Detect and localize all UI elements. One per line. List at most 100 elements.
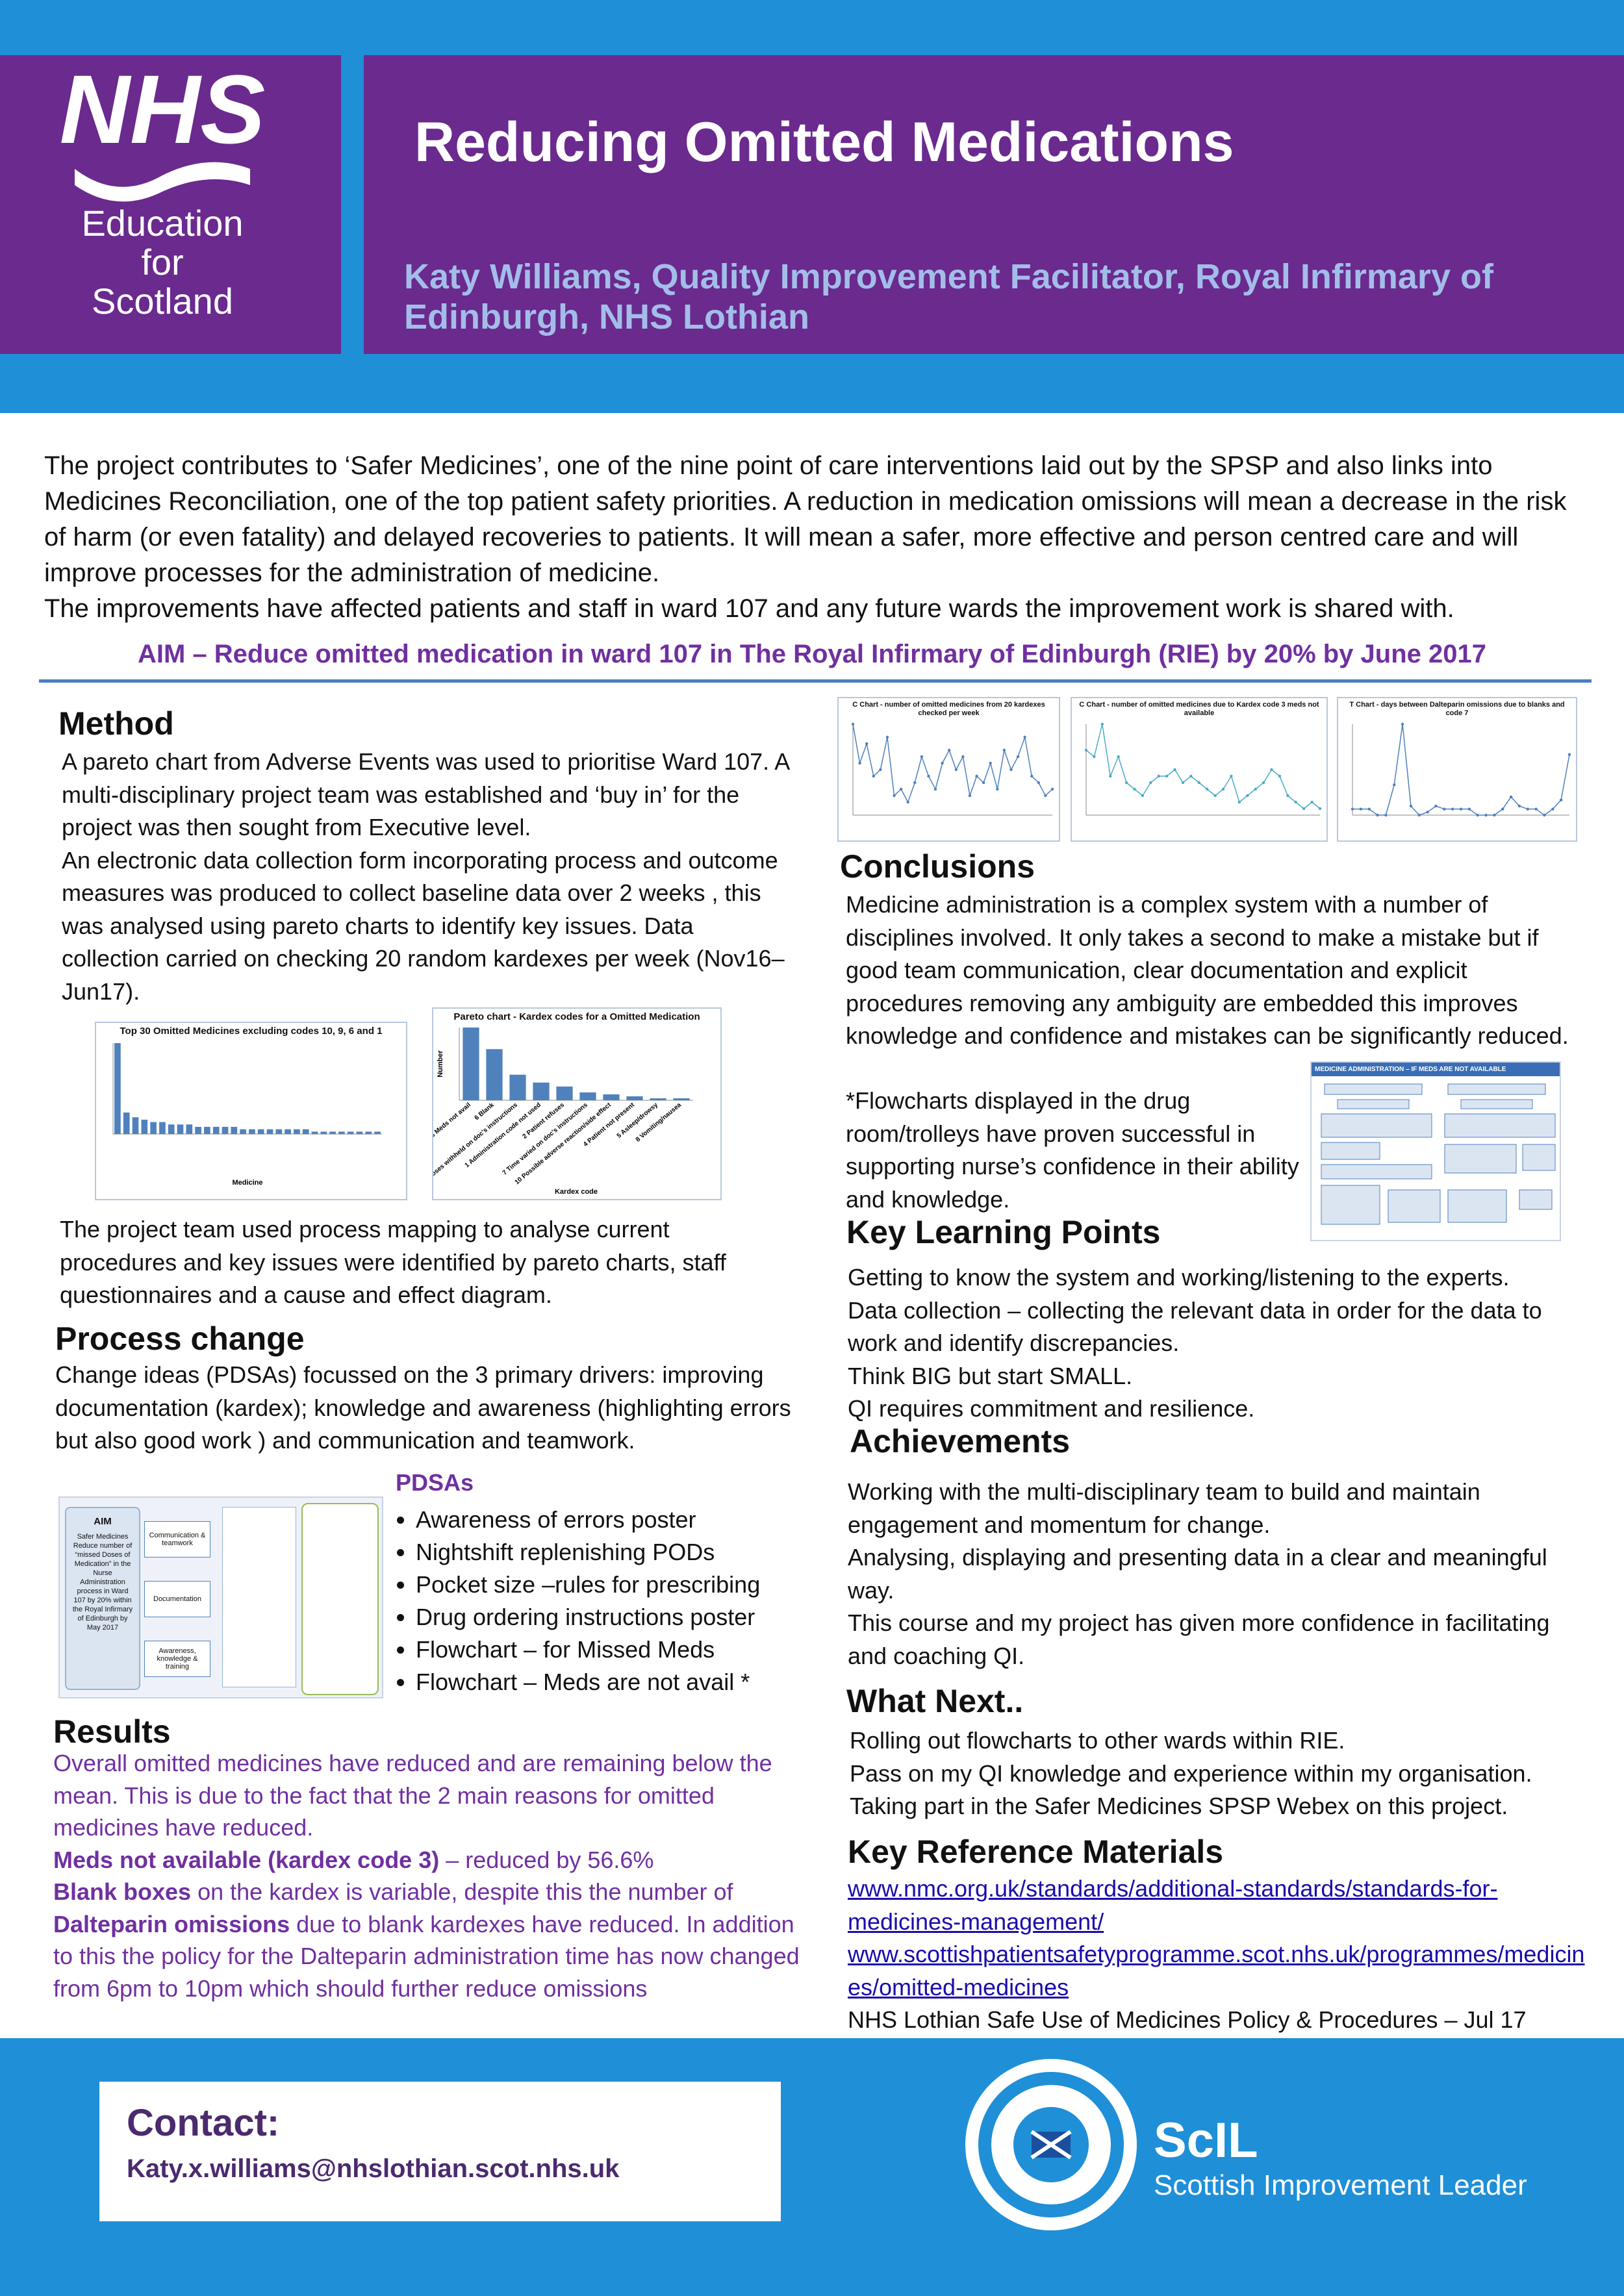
x-tick-label: 8 Vomiting/nausea xyxy=(635,1102,683,1144)
point xyxy=(1030,774,1034,778)
point xyxy=(1417,813,1421,817)
paragraph: Analysing, displaying and presenting dat… xyxy=(848,1544,1547,1604)
nhs-logo: NHS Education for Scotland xyxy=(60,55,266,322)
point xyxy=(1493,813,1496,817)
point xyxy=(1534,807,1538,811)
logo-line: Education xyxy=(81,203,243,244)
point xyxy=(1044,794,1047,798)
bar xyxy=(195,1126,201,1134)
point xyxy=(879,768,882,772)
point xyxy=(1376,813,1379,817)
heading: Key Reference Materials xyxy=(848,1834,1224,1870)
figure-title: C Chart - number of omitted medicines fr… xyxy=(852,701,1045,717)
point xyxy=(1476,813,1479,817)
point xyxy=(865,742,869,746)
aim-text: Safer Medicines Reduce number of “missed… xyxy=(72,1533,133,1632)
bar xyxy=(204,1126,210,1134)
bar xyxy=(556,1086,573,1100)
bar xyxy=(249,1129,255,1134)
point xyxy=(920,755,924,759)
x-axis-label: Kardex code xyxy=(555,1188,598,1196)
point xyxy=(1434,804,1438,808)
point xyxy=(1009,768,1013,772)
paragraph: Blank boxes on the kardex is variable, d… xyxy=(53,1876,800,2004)
point xyxy=(1262,781,1265,785)
bar xyxy=(212,1126,220,1134)
point xyxy=(1117,755,1120,759)
figure: C Chart - number of omitted medicines du… xyxy=(1071,697,1328,842)
point xyxy=(1294,800,1297,804)
paragraph: Getting to know the system and working/l… xyxy=(848,1264,1510,1291)
bar xyxy=(338,1131,345,1134)
bar xyxy=(486,1049,503,1100)
point xyxy=(1149,781,1152,785)
paragraph: Taking part in the Safer Medicines SPSP … xyxy=(850,1793,1508,1819)
reference-link[interactable]: www.nmc.org.uk/standards/additional-stan… xyxy=(848,1875,1498,1935)
flowchart-text: *Flowcharts displayed in the drug room/t… xyxy=(846,1087,1299,1213)
point xyxy=(1246,794,1249,798)
point xyxy=(1384,813,1388,817)
change-ideas xyxy=(222,1507,296,1687)
x-tick-label: 2 Patient refuses xyxy=(522,1102,566,1141)
intro: The project contributes to ‘Safer Medici… xyxy=(44,448,1590,627)
point xyxy=(1467,807,1471,811)
point xyxy=(1002,748,1006,752)
paragraph: Overall omitted medicines have reduced a… xyxy=(53,1747,800,1844)
pdsa-panel xyxy=(301,1503,379,1695)
what-next-text: Rolling out flowcharts to other wards wi… xyxy=(850,1724,1590,1823)
point xyxy=(872,774,875,778)
bar xyxy=(159,1122,166,1134)
pdsa-item: Flowchart – Meds are not avail * xyxy=(416,1666,844,1698)
bar xyxy=(463,1028,479,1100)
figure-title: T Chart - days between Dalteparin omissi… xyxy=(1349,701,1565,717)
point xyxy=(968,794,972,798)
contact-heading: Contact: xyxy=(127,2102,280,2144)
point xyxy=(1084,748,1088,752)
pdsa-item: Awareness of errors poster xyxy=(416,1504,844,1536)
point xyxy=(1023,735,1026,739)
point xyxy=(1367,807,1371,811)
driver-box: Communication & teamwork xyxy=(144,1521,210,1558)
driver-diagram: AIM Safer Medicines Reduce number of “mi… xyxy=(58,1496,383,1698)
text-run: Overall omitted medicines have reduced a… xyxy=(53,1750,772,1841)
key-learning-text: Getting to know the system and working/l… xyxy=(848,1261,1588,1426)
heading: Conclusions xyxy=(840,848,1035,885)
paragraph: This course and my project has given mor… xyxy=(848,1609,1550,1669)
point xyxy=(1050,787,1054,791)
point xyxy=(1443,807,1446,811)
point xyxy=(1351,807,1354,811)
scil-title: ScIL xyxy=(1154,2113,1258,2168)
bar xyxy=(132,1117,139,1134)
point xyxy=(1559,798,1563,801)
logo-nhs: NHS xyxy=(60,55,266,164)
point xyxy=(1213,794,1217,798)
point xyxy=(1551,807,1554,811)
paragraph: Pass on my QI knowledge and experience w… xyxy=(850,1760,1532,1787)
point xyxy=(1181,781,1185,785)
paragraph: Think BIG but start SMALL. xyxy=(848,1362,1133,1389)
contact-box: Contact: Katy.x.williams@nhslothian.scot… xyxy=(99,2082,781,2221)
heading: Process change xyxy=(55,1320,305,1357)
point xyxy=(1254,787,1257,791)
point xyxy=(1109,774,1112,778)
line-chart xyxy=(1084,722,1322,816)
x-tick-label: 6 Blank xyxy=(474,1102,496,1122)
scil-subtitle: Scottish Improvement Leader xyxy=(1154,2169,1527,2201)
title-panel xyxy=(364,55,1624,354)
reference-link[interactable]: www.scottishpatientsafetyprogramme.scot.… xyxy=(848,1941,1585,2000)
text-run: due to blank kardexes have reduced. In a… xyxy=(53,1910,800,2002)
point xyxy=(1173,768,1176,772)
bar-chart: Medicine xyxy=(112,1043,382,1187)
logo-panel: NHS Education for Scotland xyxy=(0,55,341,354)
bar xyxy=(123,1112,130,1134)
point xyxy=(1237,800,1241,804)
paragraph: A pareto chart from Adverse Events was u… xyxy=(62,748,789,840)
figure-title: C Chart - number of omitted medicines du… xyxy=(1079,701,1319,717)
point xyxy=(913,781,917,785)
point xyxy=(1197,781,1200,785)
point xyxy=(1278,774,1282,778)
bar xyxy=(266,1129,273,1134)
bar xyxy=(177,1124,184,1134)
text-run: Blank boxes xyxy=(53,1878,192,1905)
flowchart: MEDICINE ADMINISTRATION – IF MEDS ARE NO… xyxy=(1310,1061,1561,1241)
